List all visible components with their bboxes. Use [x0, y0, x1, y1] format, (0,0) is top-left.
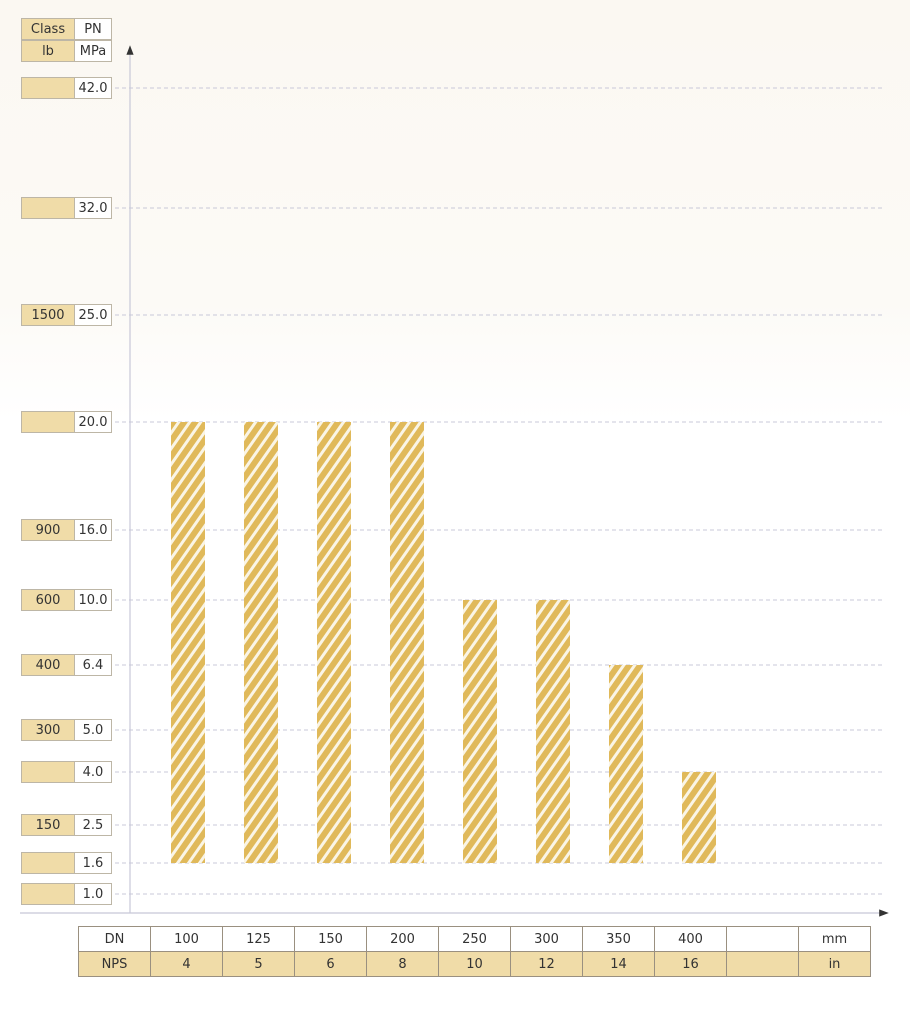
nps-tick-label: 16	[654, 951, 727, 977]
pn-tick-label: 1.6	[74, 852, 112, 874]
nps-unit: in	[798, 951, 871, 977]
dn-tick-label: 125	[222, 926, 295, 952]
pn-tick-label: 25.0	[74, 304, 112, 326]
class-label: 1500	[21, 304, 75, 326]
pn-tick-label: 16.0	[74, 519, 112, 541]
dn-tick-label: 300	[510, 926, 583, 952]
dn-tick-label: 350	[582, 926, 655, 952]
pn-tick-label: 6.4	[74, 654, 112, 676]
nps-tick-label: 4	[150, 951, 223, 977]
dn-tick-label: 150	[294, 926, 367, 952]
nps-tick-label	[726, 951, 799, 977]
nps-tick-label: 10	[438, 951, 511, 977]
bar-300	[536, 600, 570, 863]
bar-400	[682, 772, 716, 863]
dn-tick-label: 400	[654, 926, 727, 952]
dn-tick-label: 100	[150, 926, 223, 952]
bar-125	[244, 422, 278, 863]
nps-label: NPS	[78, 951, 151, 977]
bar-250	[463, 600, 497, 863]
dn-unit: mm	[798, 926, 871, 952]
dn-tick-label: 250	[438, 926, 511, 952]
nps-tick-label: 5	[222, 951, 295, 977]
nps-tick-label: 8	[366, 951, 439, 977]
pn-tick-label: 42.0	[74, 77, 112, 99]
pn-tick-label: 10.0	[74, 589, 112, 611]
pn-tick-label: 1.0	[74, 883, 112, 905]
pn-tick-label: 32.0	[74, 197, 112, 219]
class-unit: lb	[21, 40, 75, 62]
class-label: 300	[21, 719, 75, 741]
nps-tick-label: 6	[294, 951, 367, 977]
pn-header: PN	[74, 18, 112, 40]
class-label: 400	[21, 654, 75, 676]
dn-tick-label	[726, 926, 799, 952]
pn-tick-label: 20.0	[74, 411, 112, 433]
pn-tick-label: 2.5	[74, 814, 112, 836]
pn-unit: MPa	[74, 40, 112, 62]
size-table: DN 100 125 150 200 250 300 350 400 mm NPS 4 5 6 8 10…	[78, 926, 871, 977]
bar-200	[390, 422, 424, 863]
nps-tick-label: 12	[510, 951, 583, 977]
pn-tick-label: 4.0	[74, 761, 112, 783]
bar-350	[609, 665, 643, 863]
class-label: 150	[21, 814, 75, 836]
nps-tick-label: 14	[582, 951, 655, 977]
dn-label: DN	[78, 926, 151, 952]
dn-tick-label: 200	[366, 926, 439, 952]
class-label: 900	[21, 519, 75, 541]
bar-150	[317, 422, 351, 863]
pn-tick-label: 5.0	[74, 719, 112, 741]
bar-100	[171, 422, 205, 863]
class-header: Class	[21, 18, 75, 40]
